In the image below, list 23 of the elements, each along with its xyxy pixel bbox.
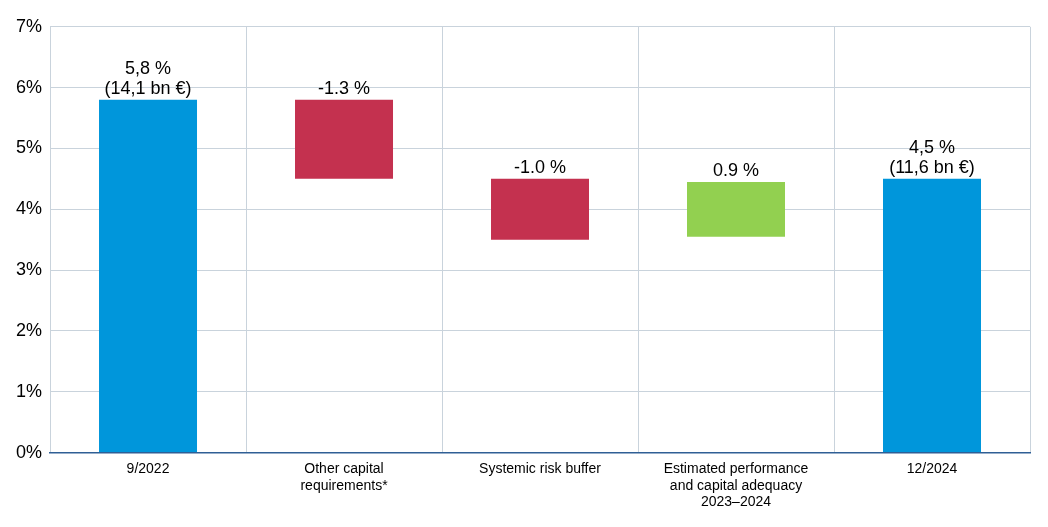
y-tick-label: 7% [16, 15, 43, 36]
bar [295, 99, 394, 179]
y-tick-label: 6% [16, 76, 43, 97]
data-label: 4,5 % (11,6 bn €) [889, 136, 975, 177]
x-tick-label: Systemic risk buffer [479, 459, 602, 476]
bar [491, 178, 590, 240]
x-tick-label: 12/2024 [906, 459, 958, 476]
y-tick-label: 3% [16, 259, 43, 280]
y-tick-label: 5% [16, 137, 43, 158]
y-tick-label: 4% [16, 198, 43, 219]
x-tick-label: Estimated performance and capital adequacy 2023–2024 [663, 459, 809, 510]
bar [99, 99, 198, 453]
data-label: 5,8 % (14,1 bn €) [104, 57, 192, 98]
x-tick-label: 9/2022 [126, 459, 170, 476]
y-tick-label: 0% [16, 441, 43, 462]
data-label: 0.9 % [712, 159, 760, 180]
x-tick-label: Other capital requirements* [300, 459, 389, 493]
bar [687, 181, 785, 237]
data-label: -1.0 % [513, 156, 567, 177]
y-tick-label: 2% [16, 319, 43, 340]
y-tick-label: 1% [16, 380, 43, 401]
bar [883, 178, 981, 453]
data-label: -1.3 % [318, 77, 371, 98]
